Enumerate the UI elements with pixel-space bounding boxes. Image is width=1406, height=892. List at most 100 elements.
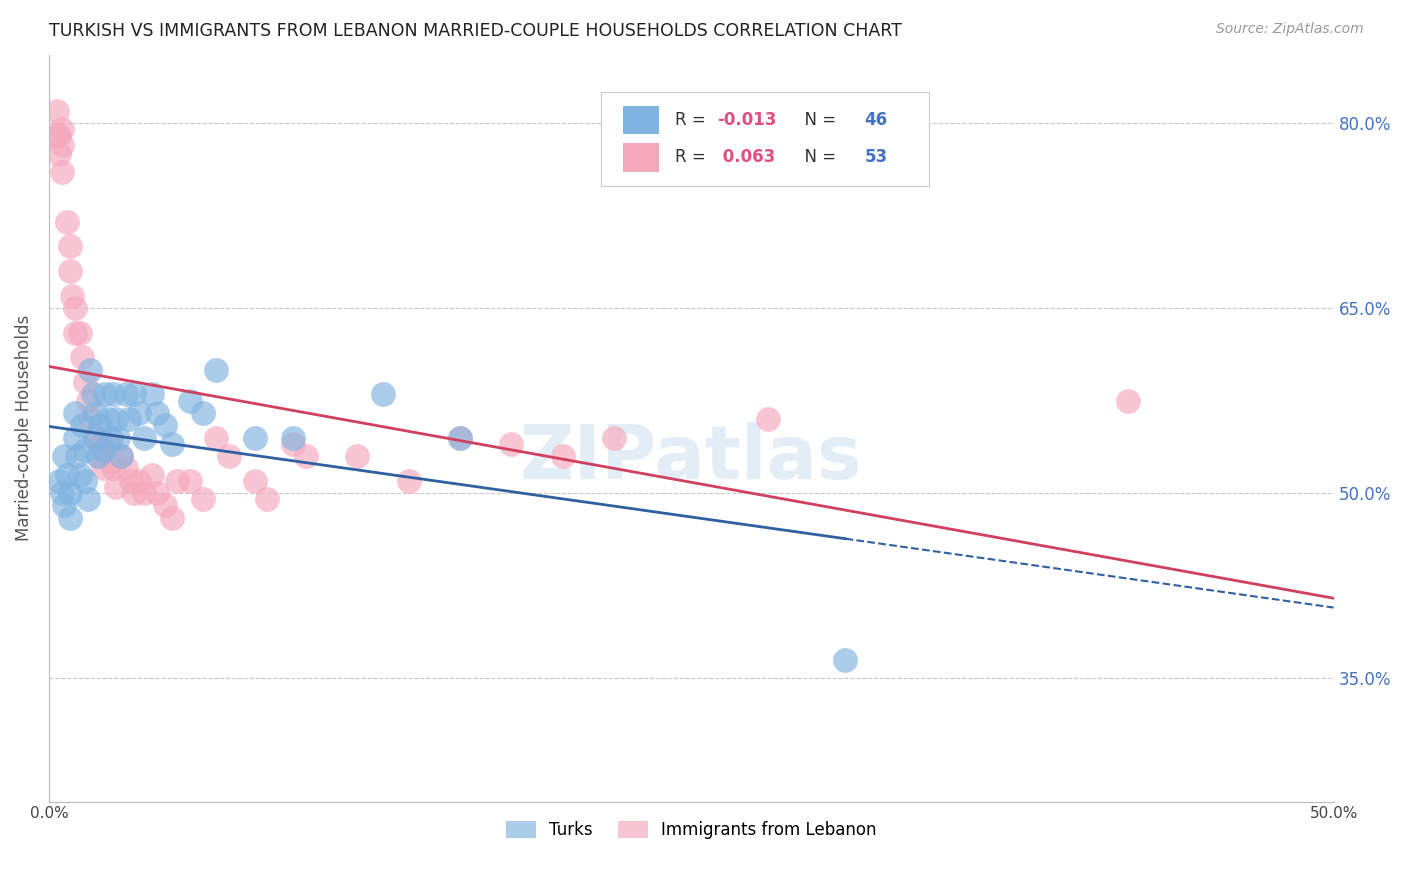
Point [45, 128, 67, 143]
Point [153, 418, 176, 433]
Point [122, 486, 145, 500]
Point [128, 474, 150, 488]
Point [84, 431, 107, 445]
Point [146, 486, 169, 500]
Point [100, 455, 122, 469]
Point [63, 326, 86, 340]
Point [100, 431, 122, 445]
Point [281, 437, 304, 451]
Point [73, 442, 96, 457]
Y-axis label: Married-couple Households: Married-couple Households [15, 315, 32, 541]
FancyBboxPatch shape [602, 93, 929, 186]
Point [153, 499, 176, 513]
Point [79, 412, 101, 426]
Point [48, 146, 70, 161]
Point [97, 412, 120, 426]
Point [97, 437, 120, 451]
Point [66, 449, 89, 463]
Text: N =: N = [794, 112, 841, 129]
Text: Source: ZipAtlas.com: Source: ZipAtlas.com [1216, 22, 1364, 37]
Bar [623, 106, 659, 135]
Point [141, 387, 163, 401]
Text: N =: N = [794, 148, 841, 167]
Point [758, 412, 780, 426]
Text: 53: 53 [865, 148, 887, 167]
Point [72, 351, 94, 365]
Point [87, 449, 110, 463]
Point [58, 511, 80, 525]
Point [56, 467, 79, 482]
Point [58, 239, 80, 253]
Point [69, 326, 91, 340]
Point [91, 461, 114, 475]
Point [146, 406, 169, 420]
Text: -0.013: -0.013 [717, 112, 776, 129]
Point [56, 215, 79, 229]
Point [60, 289, 83, 303]
Point [449, 431, 471, 445]
Point [94, 387, 117, 401]
Legend: Turks, Immigrants from Lebanon: Turks, Immigrants from Lebanon [499, 814, 883, 846]
Text: 46: 46 [865, 112, 887, 129]
Point [115, 387, 138, 401]
Point [162, 511, 184, 525]
Point [243, 474, 266, 488]
Point [1116, 393, 1139, 408]
Point [256, 492, 278, 507]
Point [87, 449, 110, 463]
Point [76, 393, 98, 408]
Point [117, 412, 139, 426]
Point [69, 467, 91, 482]
Point [346, 449, 368, 463]
Point [179, 393, 201, 408]
Point [76, 492, 98, 507]
Point [51, 122, 73, 136]
Point [128, 406, 150, 420]
Point [141, 467, 163, 482]
Point [132, 486, 155, 500]
Point [51, 486, 73, 500]
Point [104, 412, 127, 426]
Point [45, 103, 67, 118]
Text: R =: R = [675, 112, 710, 129]
Point [501, 437, 523, 451]
Point [63, 406, 86, 420]
Point [63, 301, 86, 315]
Point [84, 406, 107, 420]
Point [449, 431, 471, 445]
Point [73, 474, 96, 488]
Point [110, 449, 132, 463]
Point [205, 363, 228, 377]
Point [58, 486, 80, 500]
Point [398, 474, 420, 488]
Point [834, 653, 856, 667]
Point [63, 431, 86, 445]
Point [295, 449, 318, 463]
Point [53, 499, 76, 513]
Point [53, 449, 76, 463]
Point [132, 431, 155, 445]
Point [84, 431, 107, 445]
Point [48, 474, 70, 488]
Text: ZIPatlas: ZIPatlas [520, 422, 863, 495]
Point [103, 461, 125, 475]
Point [603, 431, 626, 445]
Point [58, 264, 80, 278]
Point [243, 431, 266, 445]
Point [91, 442, 114, 457]
Point [110, 449, 132, 463]
Point [72, 418, 94, 433]
Text: TURKISH VS IMMIGRANTS FROM LEBANON MARRIED-COUPLE HOUSEHOLDS CORRELATION CHART: TURKISH VS IMMIGRANTS FROM LEBANON MARRI… [49, 22, 903, 40]
Point [107, 431, 129, 445]
Point [79, 363, 101, 377]
Point [179, 474, 201, 488]
Point [371, 387, 394, 401]
Point [51, 138, 73, 153]
Point [89, 437, 111, 451]
Bar [623, 144, 659, 171]
Point [281, 431, 304, 445]
Text: R =: R = [675, 148, 710, 167]
Point [51, 165, 73, 179]
Point [89, 418, 111, 433]
Point [166, 474, 188, 488]
